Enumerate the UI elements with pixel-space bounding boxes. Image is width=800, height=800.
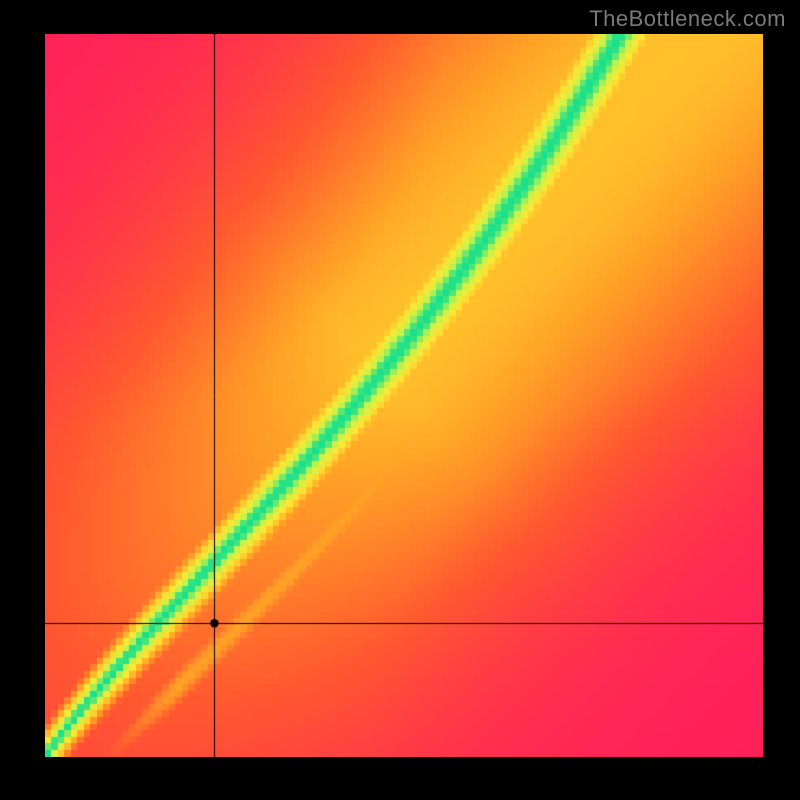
figure-container: TheBottleneck.com: [0, 0, 800, 800]
watermark-text: TheBottleneck.com: [589, 6, 786, 32]
bottleneck-heatmap: [45, 34, 763, 757]
